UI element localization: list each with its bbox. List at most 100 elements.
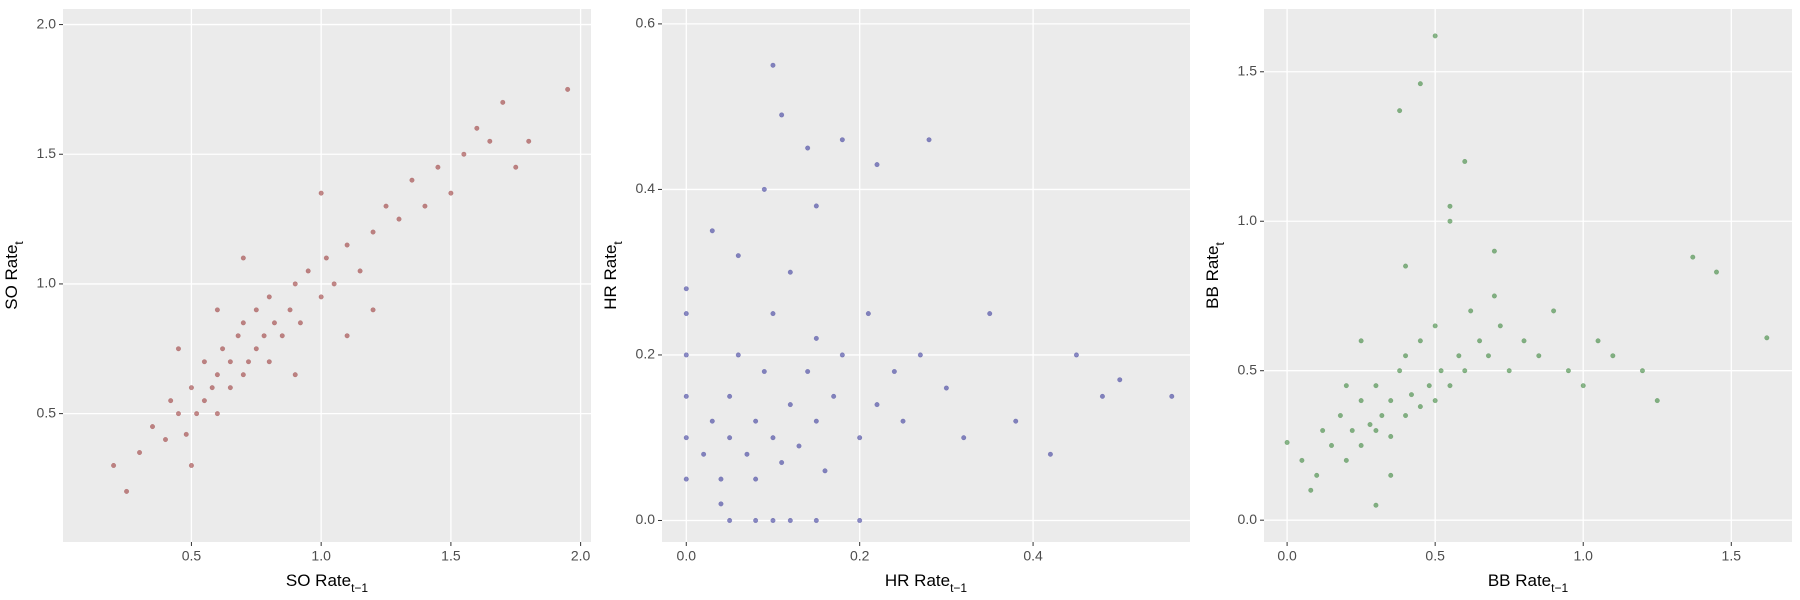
y-tick-label: 1.5 bbox=[1238, 62, 1258, 78]
point bbox=[1447, 383, 1453, 389]
point bbox=[709, 418, 715, 424]
point bbox=[1358, 338, 1364, 344]
point bbox=[201, 359, 207, 365]
point bbox=[787, 402, 793, 408]
point bbox=[1284, 439, 1290, 446]
point bbox=[874, 402, 880, 408]
point bbox=[822, 468, 828, 474]
point bbox=[1047, 451, 1053, 457]
point bbox=[1536, 353, 1542, 359]
point bbox=[1654, 398, 1660, 404]
point bbox=[168, 398, 174, 404]
point bbox=[370, 229, 376, 235]
point bbox=[1432, 323, 1438, 329]
point bbox=[1713, 269, 1720, 275]
point bbox=[753, 476, 759, 482]
point bbox=[1417, 81, 1423, 87]
point bbox=[770, 435, 776, 441]
point bbox=[761, 186, 767, 192]
point bbox=[770, 517, 776, 524]
point bbox=[175, 346, 182, 352]
point bbox=[987, 311, 993, 317]
point bbox=[1497, 323, 1503, 329]
point bbox=[779, 459, 785, 466]
point bbox=[1373, 383, 1379, 389]
point bbox=[1349, 427, 1355, 434]
point bbox=[1580, 383, 1586, 389]
point bbox=[761, 368, 767, 375]
y-axis-title-text: HR Rate bbox=[601, 245, 620, 310]
point bbox=[857, 517, 863, 524]
y-axis-title-subscript: t bbox=[611, 241, 625, 245]
point bbox=[344, 242, 350, 248]
point bbox=[917, 352, 923, 358]
point bbox=[1426, 383, 1432, 389]
point bbox=[240, 255, 246, 261]
point bbox=[787, 269, 793, 275]
point bbox=[1099, 393, 1105, 399]
point bbox=[683, 352, 689, 358]
point bbox=[1403, 263, 1409, 269]
y-axis-title-subscript: t bbox=[12, 241, 26, 245]
point bbox=[1388, 398, 1394, 404]
point bbox=[805, 368, 811, 375]
panel: 0.0 0.2 0.40.00.20.40.6HR Ratet−1HR Ratet bbox=[601, 9, 1190, 595]
point bbox=[805, 145, 811, 151]
x-tick-label: 0.4 bbox=[1023, 548, 1043, 564]
point bbox=[744, 451, 750, 457]
point bbox=[1358, 442, 1364, 448]
point bbox=[331, 281, 337, 287]
panel: 0.0 0.5 1.0 1.50.00.51.01.5BB Ratet−1BB Rat… bbox=[1203, 9, 1792, 595]
point bbox=[813, 517, 819, 524]
point bbox=[318, 190, 324, 196]
point bbox=[565, 86, 571, 92]
point bbox=[513, 164, 519, 170]
x-tick-label: 1.5 bbox=[1722, 548, 1742, 564]
point bbox=[1328, 442, 1335, 448]
point bbox=[1462, 368, 1468, 374]
point bbox=[1447, 203, 1453, 209]
point bbox=[701, 451, 707, 457]
x-axis-title-text: SO Rate bbox=[286, 571, 351, 590]
point bbox=[396, 216, 402, 222]
point bbox=[409, 177, 415, 183]
point bbox=[209, 385, 215, 391]
point bbox=[422, 203, 428, 209]
point bbox=[1491, 248, 1497, 254]
point bbox=[474, 125, 480, 131]
point bbox=[1373, 427, 1379, 434]
y-axis-title-subscript: t bbox=[1213, 242, 1227, 246]
point bbox=[1432, 398, 1438, 404]
point bbox=[770, 311, 776, 317]
x-tick-label: 1.0 bbox=[311, 548, 331, 564]
point bbox=[1388, 433, 1394, 440]
point bbox=[461, 151, 467, 157]
point bbox=[1343, 457, 1349, 463]
point bbox=[526, 138, 532, 144]
point bbox=[753, 418, 759, 424]
point bbox=[770, 62, 776, 68]
x-axis-title-subscript: t−1 bbox=[351, 581, 368, 595]
point bbox=[683, 311, 689, 317]
point bbox=[318, 294, 324, 300]
point bbox=[900, 418, 906, 424]
point bbox=[261, 333, 267, 339]
x-axis-title: BB Ratet−1 bbox=[1488, 571, 1569, 595]
y-tick-label: 0.4 bbox=[636, 180, 656, 196]
point bbox=[1314, 472, 1320, 478]
point bbox=[162, 436, 169, 443]
x-tick-label: 0.5 bbox=[182, 548, 202, 564]
plot-background bbox=[662, 9, 1190, 542]
point bbox=[305, 268, 311, 274]
point bbox=[227, 359, 233, 365]
x-tick-label: 1.0 bbox=[1573, 548, 1593, 564]
point bbox=[1379, 413, 1385, 419]
point bbox=[865, 311, 871, 317]
point bbox=[194, 411, 200, 417]
x-tick-label: 0.2 bbox=[850, 548, 870, 564]
point bbox=[448, 190, 454, 196]
point bbox=[683, 393, 689, 399]
point bbox=[831, 393, 837, 399]
plot-background bbox=[1264, 9, 1792, 542]
